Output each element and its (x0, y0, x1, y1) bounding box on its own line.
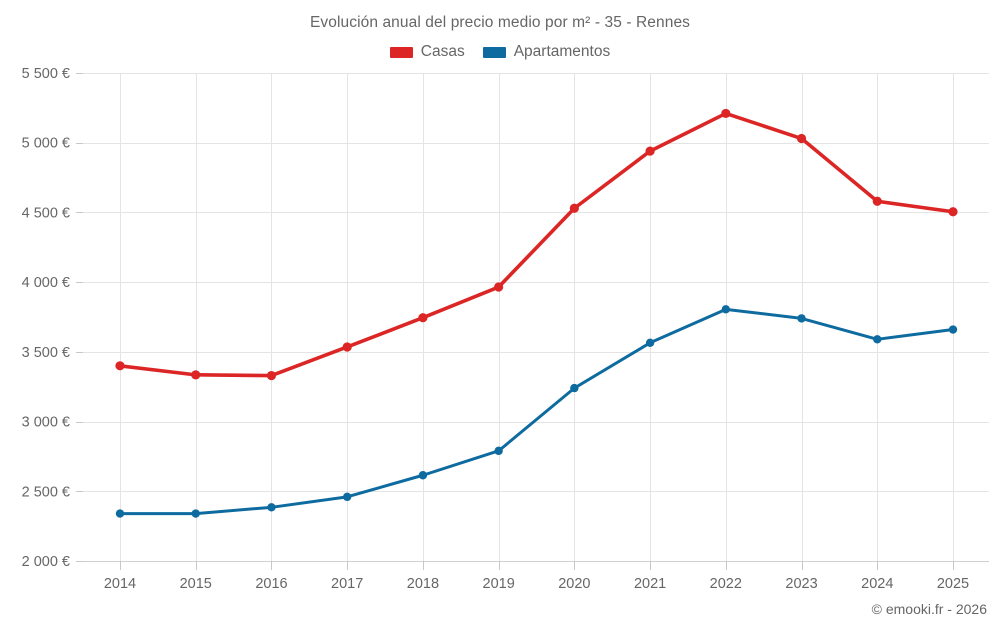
data-point[interactable] (267, 503, 276, 512)
data-point[interactable] (418, 313, 428, 323)
y-axis-tick-label: 3 500 € (22, 345, 70, 361)
chart-legend: Casas Apartamentos (0, 43, 1000, 61)
data-point[interactable] (342, 342, 352, 352)
x-axis-tick-label: 2022 (710, 576, 742, 592)
data-point[interactable] (115, 509, 125, 518)
data-point[interactable] (645, 338, 655, 347)
series-line (118, 307, 955, 516)
legend-label-apartamentos: Apartamentos (513, 43, 611, 60)
x-axis-tick-label: 2023 (785, 576, 817, 592)
y-axis-tick-label: 5 500 € (22, 66, 70, 82)
data-point[interactable] (948, 207, 958, 217)
credit-text: © emooki.fr - 2026 (871, 601, 987, 617)
y-gridlines: 2 000 € 2 500 € 3 000 € 3 500 € 4 000 € 4 500… (22, 66, 989, 570)
data-point[interactable] (873, 335, 882, 344)
data-point[interactable] (191, 370, 201, 380)
y-axis-tick-label: 3 000 € (22, 415, 70, 431)
series-line (118, 111, 955, 378)
legend-item-casas[interactable]: Casas (389, 43, 465, 61)
data-point[interactable] (191, 509, 200, 518)
x-axis-tick-label: 2017 (331, 576, 363, 592)
data-point[interactable] (796, 133, 807, 144)
legend-swatch-casas (389, 46, 413, 58)
data-point[interactable] (494, 446, 503, 456)
x-axis-tick-label: 2024 (861, 576, 893, 592)
series-casas (115, 108, 958, 381)
y-axis-tick-label: 4 500 € (22, 205, 70, 221)
x-axis-tick-label: 2014 (104, 576, 136, 592)
x-axis-tick-label: 2025 (937, 576, 969, 592)
data-point[interactable] (570, 383, 579, 393)
data-point[interactable] (266, 370, 277, 381)
data-point[interactable] (948, 325, 958, 334)
y-axis-tick-label: 4 000 € (22, 275, 70, 291)
x-axis-tick-label: 2015 (180, 576, 212, 592)
legend-item-apartamentos[interactable]: Apartamentos (482, 43, 611, 61)
data-point[interactable] (115, 361, 125, 371)
x-gridlines: 2014 2015 2016 2017 2018 2019 2020 2021 2022 2023… (104, 73, 969, 592)
data-point[interactable] (569, 203, 579, 213)
x-axis-tick-label: 2021 (634, 576, 666, 592)
series-apartamentos (115, 305, 958, 518)
data-point[interactable] (721, 305, 731, 314)
data-point[interactable] (721, 108, 731, 119)
y-axis-tick-label: 2 500 € (22, 484, 70, 500)
x-axis-tick-label: 2020 (558, 576, 590, 592)
x-axis-tick-label: 2016 (255, 576, 287, 592)
data-point[interactable] (342, 492, 352, 502)
x-axis-tick-label: 2018 (407, 576, 439, 592)
x-axis-tick-label: 2019 (483, 576, 515, 592)
y-axis-tick-label: 5 000 € (22, 136, 70, 152)
legend-label-casas: Casas (420, 43, 465, 60)
data-point[interactable] (418, 471, 428, 480)
data-point[interactable] (494, 282, 504, 292)
data-point[interactable] (797, 314, 806, 323)
chart-title: Evolución anual del precio medio por m² … (309, 14, 691, 31)
y-axis-tick-label: 2 000 € (22, 554, 70, 570)
legend-swatch-apartamentos (482, 46, 506, 58)
data-point[interactable] (872, 196, 882, 206)
data-point[interactable] (645, 146, 655, 156)
